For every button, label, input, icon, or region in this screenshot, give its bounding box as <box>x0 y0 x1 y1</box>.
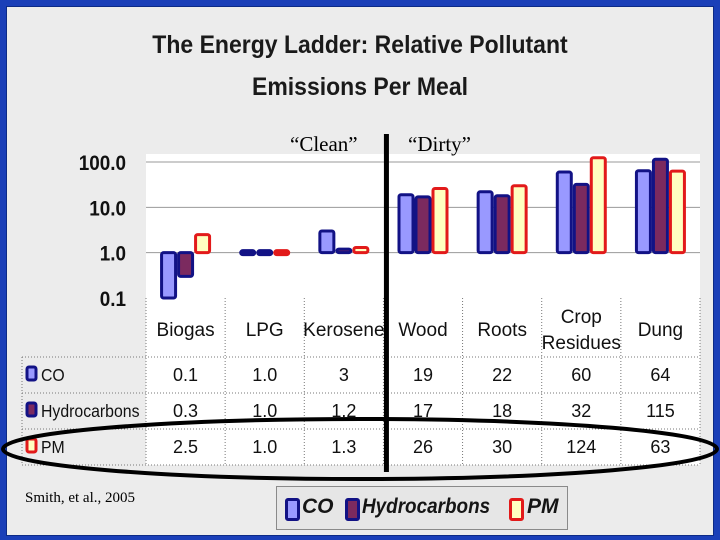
y-tick-label: 10.0 <box>89 197 126 220</box>
bar-hydrocarbons-dung <box>651 157 669 255</box>
table-row-swatch-co <box>25 365 38 382</box>
citation: Smith, et al., 2005 <box>25 490 135 506</box>
legend-hydrocarbons-label: Hydrocarbons <box>362 495 491 518</box>
bar-co-dung <box>634 169 652 255</box>
bar-co-kerosene <box>318 229 336 255</box>
table-row-swatch-pm <box>25 437 38 454</box>
bar-co-lpg <box>239 249 257 257</box>
bar-pm-crop-residues <box>589 156 607 255</box>
data-label-pm-biogas: 2.5 <box>173 437 198 457</box>
chart-title-line-1: The Energy Ladder: Relative Pollutant <box>152 31 568 59</box>
table-row-swatch-hydrocarbons <box>25 401 38 418</box>
data-label-hydrocarbons-crop-residues: 32 <box>571 401 591 421</box>
y-tick-label: 0.1 <box>100 288 126 311</box>
data-label-co-crop-residues: 60 <box>571 365 591 385</box>
data-label-hydrocarbons-lpg: 1.0 <box>252 401 277 421</box>
legend-pm-swatch <box>509 498 524 521</box>
pm-row-highlight-ellipse <box>1 417 719 481</box>
category-label-crop-residues: Residues <box>542 333 621 354</box>
legend-hydrocarbons-swatch <box>345 498 360 521</box>
bar-co-wood <box>397 193 415 255</box>
data-label-co-lpg: 1.0 <box>252 365 277 385</box>
bar-hydrocarbons-crop-residues <box>572 182 590 255</box>
data-label-hydrocarbons-kerosene: 1.2 <box>331 401 356 421</box>
bar-co-roots <box>476 190 494 255</box>
category-label-wood: Wood <box>398 320 447 341</box>
bar-pm-wood <box>431 187 449 255</box>
bar-hydrocarbons-biogas <box>177 251 195 278</box>
data-label-co-wood: 19 <box>413 365 433 385</box>
category-label-dung: Dung <box>638 320 683 341</box>
y-tick-label: 1.0 <box>100 243 126 266</box>
category-label-crop-residues: Crop <box>561 307 602 328</box>
data-label-pm-wood: 26 <box>413 437 433 457</box>
table-row-label-co: CO <box>41 365 65 385</box>
data-label-co-roots: 22 <box>492 365 512 385</box>
data-label-pm-kerosene: 1.3 <box>331 437 356 457</box>
bar-hydrocarbons-kerosene <box>335 247 353 255</box>
legend-co-swatch <box>285 498 300 521</box>
bar-pm-biogas <box>194 233 212 255</box>
category-label-roots: Roots <box>477 320 527 341</box>
dirty-annotation: “Dirty” <box>408 132 471 156</box>
data-label-pm-roots: 30 <box>492 437 512 457</box>
legend-co-label: CO <box>302 495 334 518</box>
data-label-pm-dung: 63 <box>650 437 670 457</box>
chart-legend: CO Hydrocarbons PM <box>276 486 568 530</box>
bar-pm-dung <box>668 169 686 255</box>
category-label-biogas: Biogas <box>157 320 215 341</box>
bar-co-biogas <box>160 251 178 300</box>
bar-pm-roots <box>510 184 528 255</box>
category-label-kerosene: Kerosene <box>303 320 384 341</box>
legend-pm-label: PM <box>527 495 559 518</box>
bar-hydrocarbons-lpg <box>256 249 274 257</box>
table-row-label-pm: PM <box>41 437 65 457</box>
data-label-hydrocarbons-biogas: 0.3 <box>173 401 198 421</box>
bar-co-crop-residues <box>555 170 573 255</box>
clean-annotation: “Clean” <box>290 132 358 156</box>
bar-pm-kerosene <box>352 246 370 255</box>
bar-pm-lpg <box>273 249 291 257</box>
table-row-label-hydrocarbons: Hydrocarbons <box>41 401 140 421</box>
data-label-hydrocarbons-roots: 18 <box>492 401 512 421</box>
data-label-co-dung: 64 <box>650 365 670 385</box>
bar-hydrocarbons-roots <box>493 194 511 255</box>
data-table-background <box>146 298 700 465</box>
chart-title-line-2: Emissions Per Meal <box>251 73 469 101</box>
y-tick-label: 100.0 <box>79 152 126 175</box>
data-label-hydrocarbons-dung: 115 <box>646 401 675 421</box>
bar-hydrocarbons-wood <box>414 195 432 255</box>
data-label-pm-crop-residues: 124 <box>566 437 596 457</box>
data-label-co-kerosene: 3 <box>339 365 349 385</box>
data-label-pm-lpg: 1.0 <box>252 437 277 457</box>
data-label-hydrocarbons-wood: 17 <box>413 401 433 421</box>
category-label-lpg: LPG <box>246 320 284 341</box>
data-label-co-biogas: 0.1 <box>173 365 198 385</box>
